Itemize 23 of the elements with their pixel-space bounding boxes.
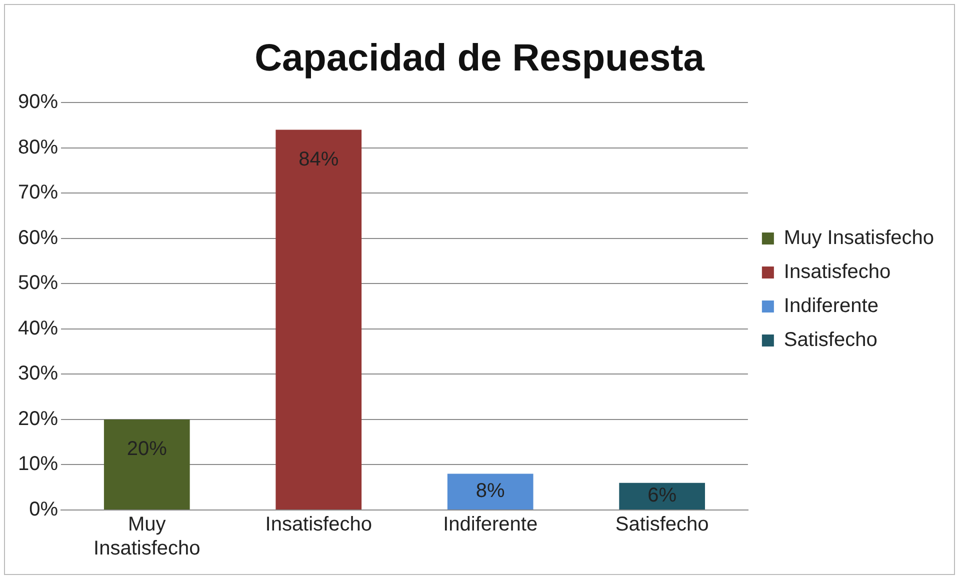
data-label: 8% <box>476 480 506 502</box>
legend-label: Muy Insatisfecho <box>784 227 934 250</box>
y-tick-label: 50% <box>18 272 58 294</box>
y-tick-label: 40% <box>18 317 58 340</box>
y-tick-label: 70% <box>18 182 58 204</box>
x-tick-label: Satisfecho <box>615 514 709 536</box>
legend-label: Insatisfecho <box>784 261 891 284</box>
y-tick-label: 30% <box>18 362 58 385</box>
y-tick-label: 80% <box>18 136 58 158</box>
y-tick-label: 90% <box>18 91 58 114</box>
x-tick-label: Muy Insatisfecho <box>94 514 200 560</box>
data-label: 6% <box>648 484 677 507</box>
y-tick-label: 0% <box>29 498 58 521</box>
y-tick-label: 20% <box>18 408 58 430</box>
x-tick-label: Insatisfecho <box>265 514 372 536</box>
legend-label: Satisfecho <box>784 329 878 352</box>
data-label: 20% <box>126 438 168 460</box>
y-tick-label: 60% <box>18 226 58 249</box>
chart-title: Capacidad de Respuesta <box>254 37 706 80</box>
data-label: 84% <box>298 148 339 170</box>
legend-label: Indiferente <box>784 295 878 318</box>
y-tick-label: 10% <box>18 453 58 476</box>
x-tick-label: Indiferente <box>443 514 538 536</box>
